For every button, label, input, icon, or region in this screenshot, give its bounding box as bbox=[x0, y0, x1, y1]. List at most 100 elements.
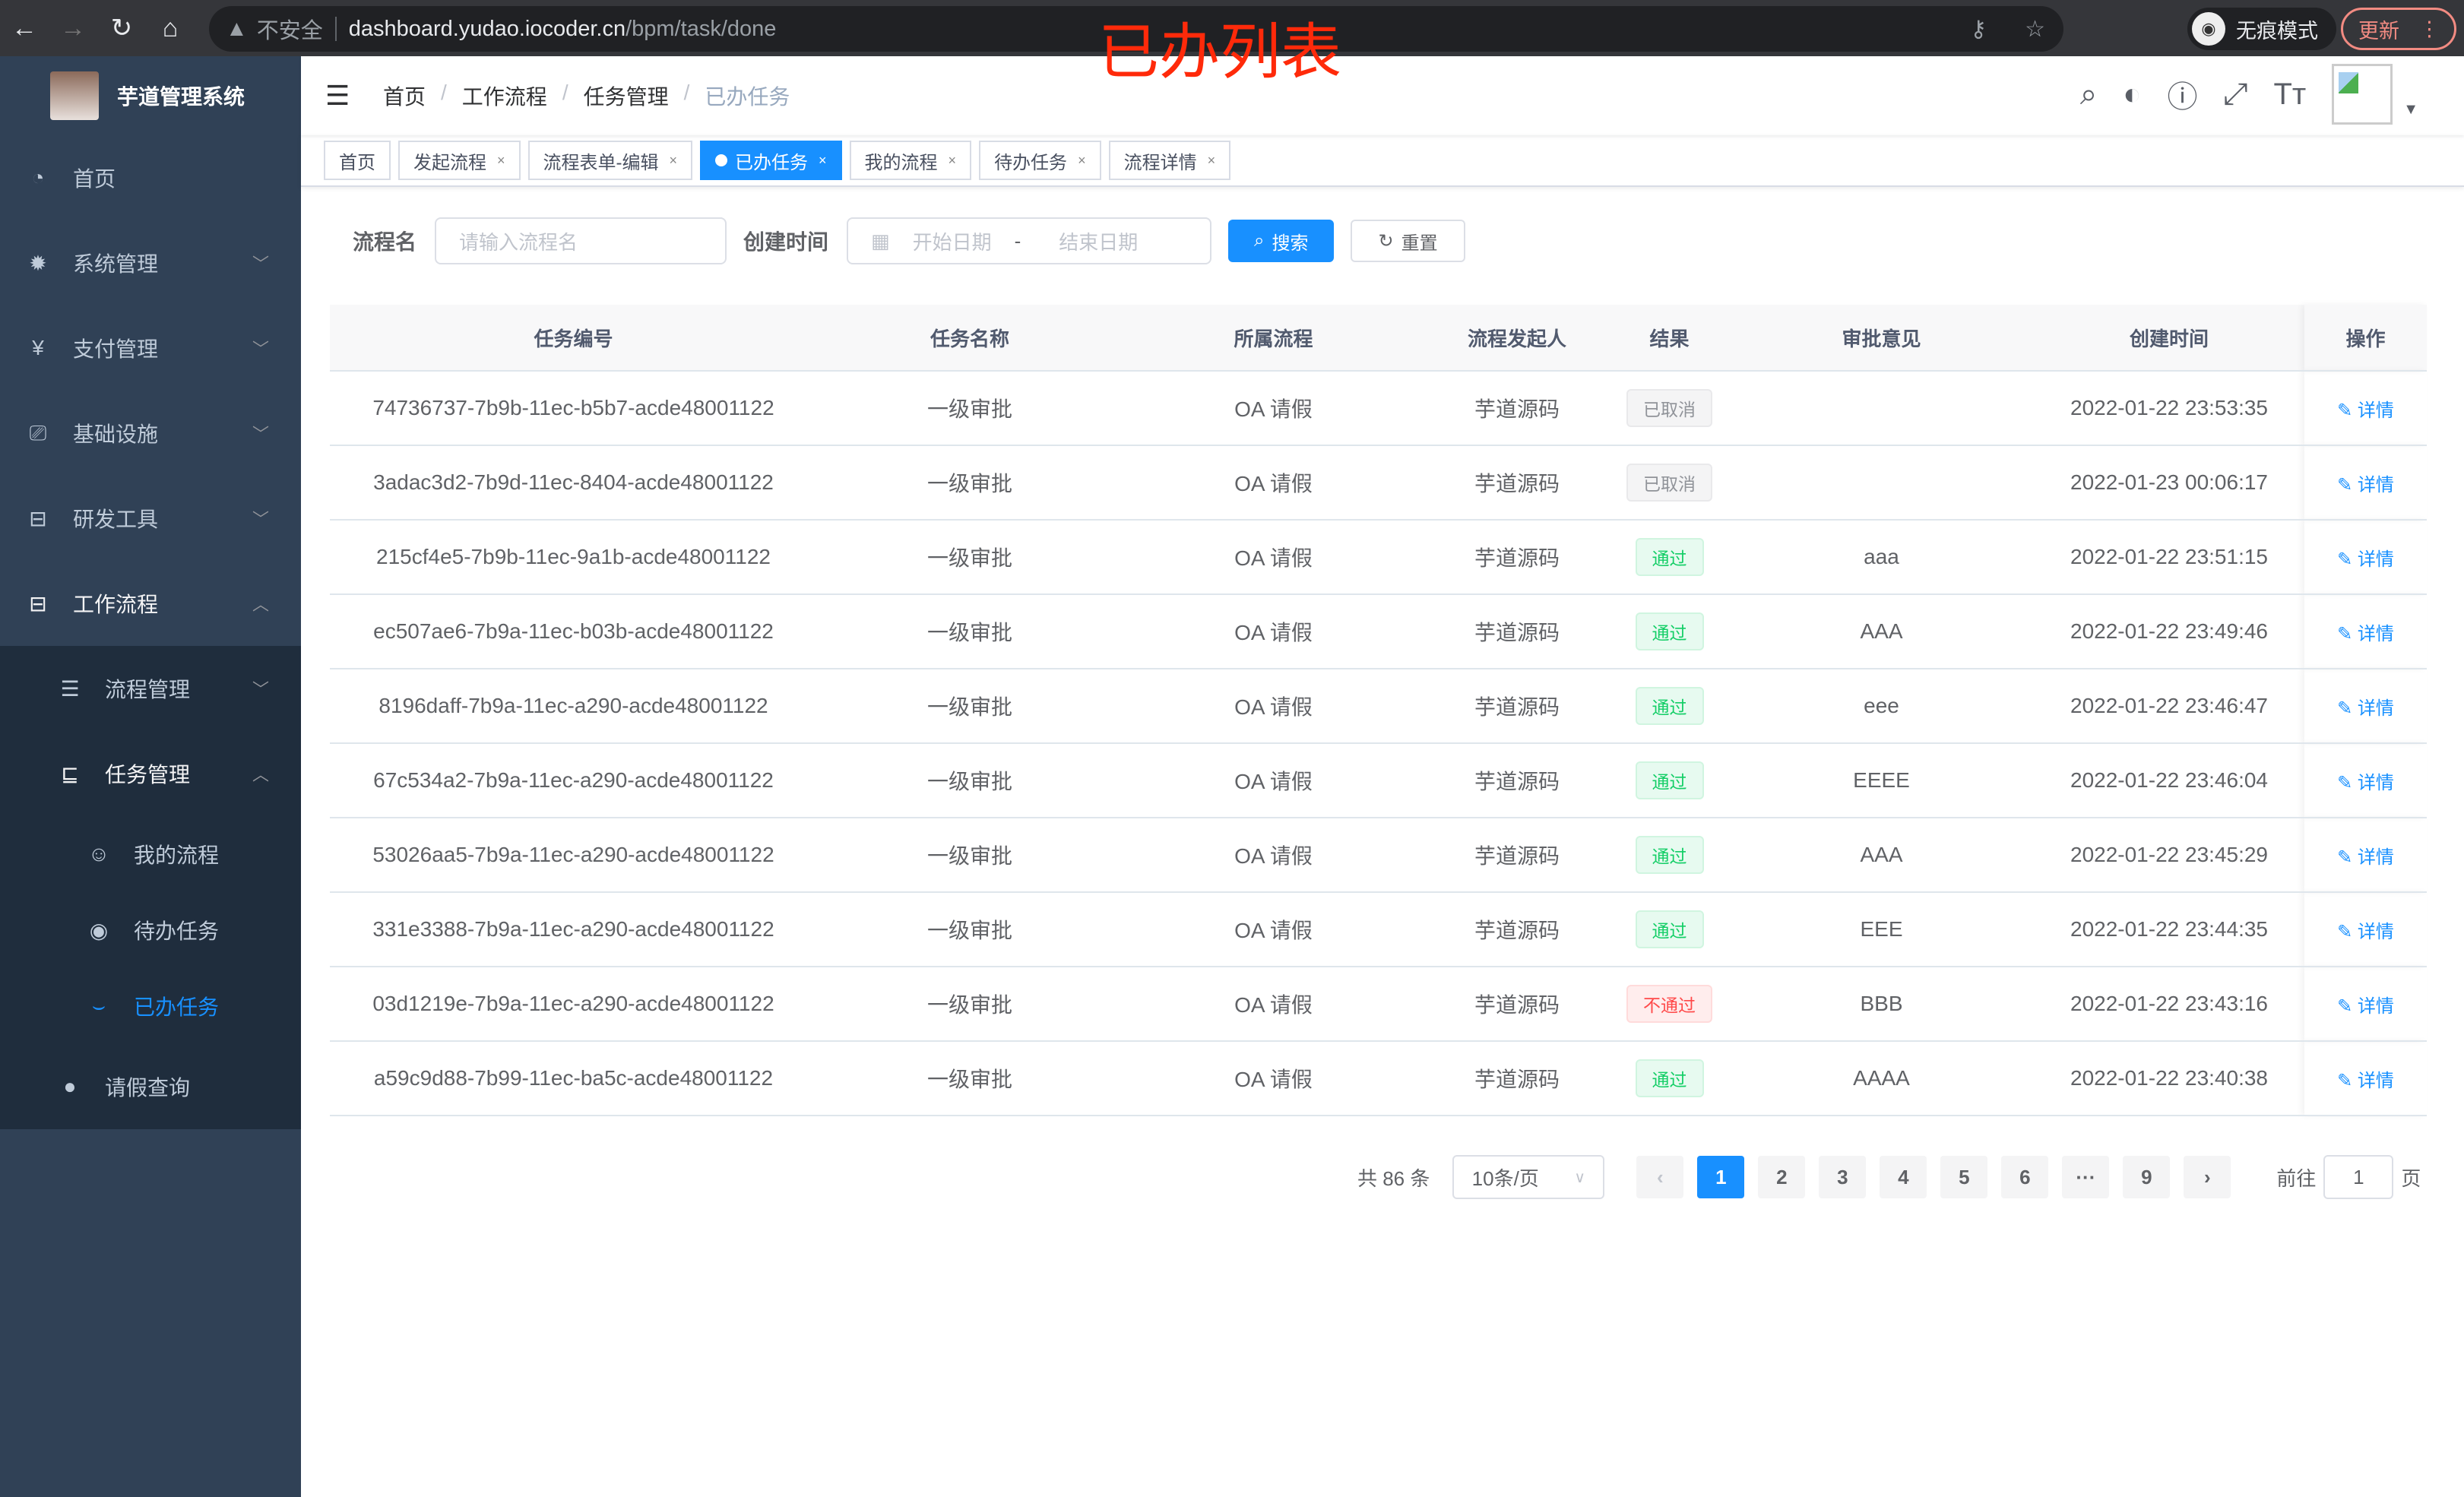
page-button[interactable]: 6 bbox=[2001, 1156, 2049, 1198]
time-label: 创建时间 bbox=[743, 230, 829, 254]
avatar[interactable] bbox=[2332, 64, 2393, 125]
key-icon[interactable]: ⚷ bbox=[1970, 16, 1987, 42]
edit-icon: ✎ bbox=[2337, 772, 2353, 793]
menu-label: 研发工具 bbox=[73, 508, 159, 531]
page-button[interactable]: 1 bbox=[1697, 1156, 1745, 1198]
name-input[interactable]: 请输入流程名 bbox=[435, 217, 727, 264]
start-date[interactable]: 开始日期 bbox=[912, 230, 992, 254]
detail-label: 详情 bbox=[2357, 1070, 2394, 1091]
comment-cell: EEE bbox=[1729, 892, 2034, 967]
sidebar-item-done[interactable]: ⌣ 已办任务 bbox=[0, 968, 301, 1044]
detail-button[interactable]: ✎ 详情 bbox=[2337, 624, 2394, 644]
range-separator: - bbox=[1014, 229, 1021, 252]
page-button[interactable]: ··· bbox=[2062, 1156, 2110, 1198]
hamburger-icon[interactable]: ☰ bbox=[325, 80, 350, 111]
breadcrumb-item[interactable]: 工作流程 bbox=[461, 85, 547, 109]
close-icon[interactable]: × bbox=[669, 152, 678, 168]
sidebar-item-task-manage[interactable]: ⊑ 任务管理 ︿ bbox=[0, 731, 301, 816]
reset-button[interactable]: ↻ 重置 bbox=[1351, 220, 1465, 262]
sidebar-item-my-process[interactable]: ☺ 我的流程 bbox=[0, 816, 301, 892]
close-icon[interactable]: × bbox=[1207, 152, 1216, 168]
sidebar-item-process-manage[interactable]: ☰ 流程管理 ﹀ bbox=[0, 646, 301, 731]
address-bar[interactable]: ▲ 不安全 dashboard.yudao.iocoder.cn/bpm/tas… bbox=[209, 6, 2063, 52]
update-button[interactable]: 更新 ⋮ bbox=[2341, 8, 2456, 50]
incognito-badge[interactable]: ◉ 无痕模式 bbox=[2187, 8, 2336, 50]
fullscreen-icon[interactable]: ⤢ bbox=[2223, 77, 2248, 111]
page-button[interactable]: 9 bbox=[2123, 1156, 2171, 1198]
close-icon[interactable]: × bbox=[497, 152, 505, 168]
sidebar-item-infra[interactable]: ⎚ 基础设施 ﹀ bbox=[0, 391, 301, 476]
reload-icon[interactable]: ↻ bbox=[110, 14, 133, 43]
search-button[interactable]: ⌕ 搜索 bbox=[1228, 220, 1335, 262]
eye-closed-icon: ⌣ bbox=[91, 993, 106, 1018]
column-header: 流程发起人 bbox=[1424, 305, 1610, 372]
result-tag: 已取消 bbox=[1626, 389, 1712, 427]
page-button[interactable]: 3 bbox=[1819, 1156, 1867, 1198]
tag-my-process[interactable]: 我的流程 × bbox=[849, 141, 972, 180]
page-button[interactable]: 5 bbox=[1940, 1156, 1988, 1198]
detail-button[interactable]: ✎ 详情 bbox=[2337, 698, 2394, 719]
yen-icon: ¥ bbox=[32, 336, 44, 359]
tag-form-edit[interactable]: 流程表单-编辑 × bbox=[527, 141, 693, 180]
detail-button[interactable]: ✎ 详情 bbox=[2337, 1071, 2394, 1091]
star-icon[interactable]: ☆ bbox=[2025, 16, 2045, 42]
close-icon[interactable]: × bbox=[819, 152, 827, 168]
detail-button[interactable]: ✎ 详情 bbox=[2337, 996, 2394, 1017]
home-icon[interactable]: ⌂ bbox=[162, 13, 179, 43]
help-icon[interactable]: ⓘ bbox=[2167, 81, 2198, 114]
annotation-title: 已办列表 bbox=[1098, 18, 1341, 86]
sidebar-item-workflow[interactable]: ⊟ 工作流程 ︿ bbox=[0, 561, 301, 646]
toolbox-icon: ⊟ bbox=[29, 591, 47, 616]
sidebar-item-leave[interactable]: ● 请假查询 bbox=[0, 1044, 301, 1129]
table-row: 53026aa5-7b9a-11ec-a290-acde48001122 一级审批… bbox=[330, 818, 2427, 893]
caret-down-icon[interactable]: ▼ bbox=[2403, 100, 2418, 118]
detail-button[interactable]: ✎ 详情 bbox=[2337, 847, 2394, 868]
result-tag: 通过 bbox=[1635, 612, 1704, 650]
breadcrumb-item[interactable]: 首页 bbox=[383, 85, 426, 109]
sidebar-item-tools[interactable]: ⊟ 研发工具 ﹀ bbox=[0, 476, 301, 561]
github-icon[interactable]: ◐ bbox=[2123, 77, 2142, 111]
page-size-select[interactable]: 10条/页 ∨ bbox=[1452, 1155, 1605, 1199]
detail-button[interactable]: ✎ 详情 bbox=[2337, 549, 2394, 570]
sidebar-item-todo[interactable]: ◉ 待办任务 bbox=[0, 892, 301, 968]
tag-done-tasks[interactable]: 已办任务 × bbox=[700, 141, 842, 180]
breadcrumb-current: 已办任务 bbox=[705, 85, 790, 109]
table-row: 3adac3d2-7b9d-11ec-8404-acde48001122 一级审批… bbox=[330, 445, 2427, 521]
page-button[interactable]: 4 bbox=[1880, 1156, 1927, 1198]
tag-start-process[interactable]: 发起流程 × bbox=[398, 141, 521, 180]
detail-button[interactable]: ✎ 详情 bbox=[2337, 922, 2394, 942]
font-size-icon[interactable]: Tт bbox=[2273, 77, 2307, 111]
tag-todo[interactable]: 待办任务 × bbox=[979, 141, 1101, 180]
close-icon[interactable]: × bbox=[1078, 152, 1086, 168]
detail-button[interactable]: ✎ 详情 bbox=[2337, 475, 2394, 495]
sidebar-item-home[interactable]: ◔ 首页 bbox=[0, 135, 301, 220]
sidebar-item-pay[interactable]: ¥ 支付管理 ﹀ bbox=[0, 305, 301, 391]
create-time-cell: 2022-01-22 23:45:29 bbox=[2034, 818, 2304, 893]
next-page-button[interactable]: › bbox=[2184, 1156, 2231, 1198]
date-range-input[interactable]: ▦ 开始日期 - 结束日期 bbox=[847, 217, 1212, 264]
logo[interactable]: 芋道管理系统 bbox=[0, 56, 301, 135]
table-row: 03d1219e-7b9a-11ec-a290-acde48001122 一级审批… bbox=[330, 967, 2427, 1042]
dashboard-icon: ◔ bbox=[31, 166, 45, 189]
back-icon[interactable]: ← bbox=[11, 13, 37, 43]
prev-page-button[interactable]: ‹ bbox=[1636, 1156, 1684, 1198]
end-date[interactable]: 结束日期 bbox=[1059, 230, 1139, 254]
navbar: ☰ 首页 / 工作流程 / 任务管理 / 已办任务 ⌕ ◐ ⓘ ⤢ Tт ▼ bbox=[301, 56, 2464, 135]
sidebar-item-system[interactable]: ✹ 系统管理 ﹀ bbox=[0, 220, 301, 305]
page-button[interactable]: 2 bbox=[1758, 1156, 1806, 1198]
reset-label: 重置 bbox=[1401, 233, 1438, 254]
tag-home[interactable]: 首页 bbox=[324, 141, 391, 180]
detail-button[interactable]: ✎ 详情 bbox=[2337, 400, 2394, 421]
result-cell: 已取消 bbox=[1610, 445, 1729, 521]
close-icon[interactable]: × bbox=[948, 152, 957, 168]
chevron-down-icon: ﹀ bbox=[252, 340, 269, 359]
task-id-cell: 8196daff-7b9a-11ec-a290-acde48001122 bbox=[330, 669, 817, 744]
search-icon[interactable]: ⌕ bbox=[2079, 77, 2098, 111]
goto-page-input[interactable]: 1 bbox=[2323, 1155, 2394, 1199]
forward-icon[interactable]: → bbox=[60, 13, 86, 43]
breadcrumb-item[interactable]: 任务管理 bbox=[583, 85, 669, 109]
menu-label: 我的流程 bbox=[134, 843, 220, 867]
detail-button[interactable]: ✎ 详情 bbox=[2337, 773, 2394, 793]
tag-process-detail[interactable]: 流程详情 × bbox=[1108, 141, 1231, 180]
create-time-cell: 2022-01-22 23:44:35 bbox=[2034, 892, 2304, 967]
